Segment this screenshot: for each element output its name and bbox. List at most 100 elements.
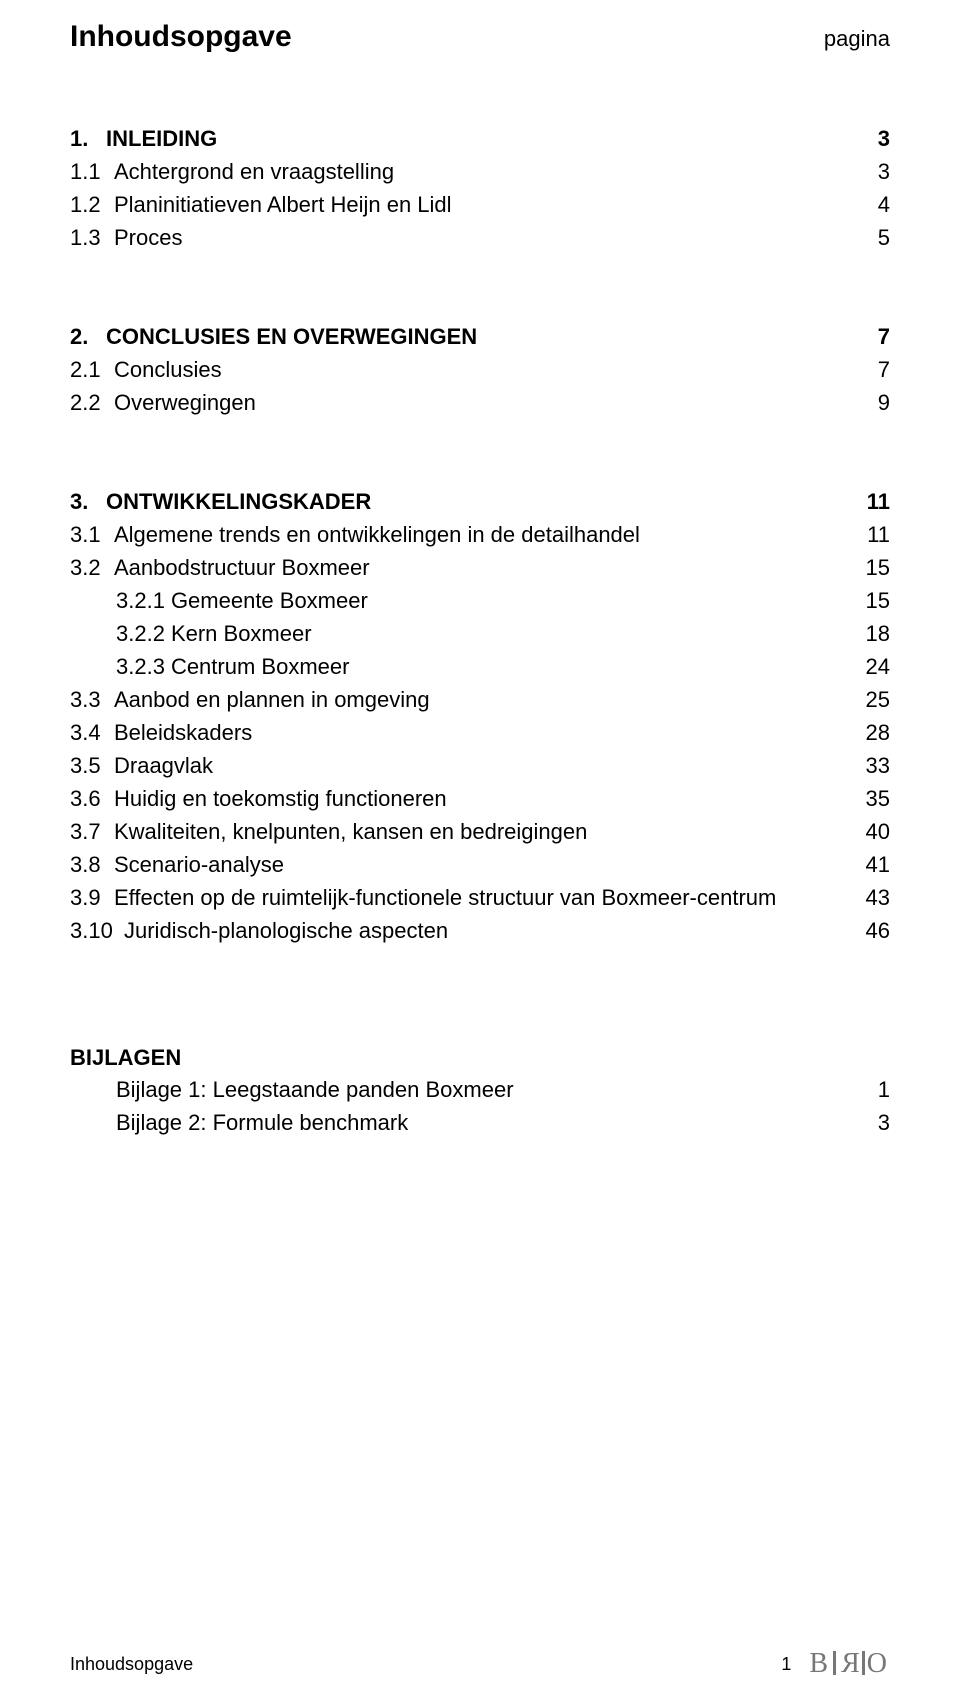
toc-entry-label: Achtergrond en vraagstelling (114, 155, 394, 188)
toc-entry-label: Kwaliteiten, knelpunten, kansen en bedre… (114, 815, 587, 848)
toc-entry-num: 2.2 (70, 386, 108, 419)
logo-sep-icon (862, 1651, 865, 1675)
toc-entry: 2.1 Conclusies 7 (70, 353, 890, 386)
toc-entry-page: 5 (850, 221, 890, 254)
toc-section-1-head: 1. INLEIDING 3 (70, 122, 890, 155)
toc-section-title: CONCLUSIES EN OVERWEGINGEN (106, 320, 477, 353)
bijlage-entry: Bijlage 1: Leegstaande panden Boxmeer 1 (70, 1073, 890, 1106)
toc-entry: 3.2.3 Centrum Boxmeer 24 (70, 650, 890, 683)
bijlage-page: 1 (850, 1073, 890, 1106)
logo-o: O (867, 1648, 890, 1679)
toc-entry-num: 3.9 (70, 881, 108, 914)
toc-entry-label: Conclusies (114, 353, 222, 386)
toc-entry-label: Kern Boxmeer (171, 617, 312, 650)
footer-left-label: Inhoudsopgave (70, 1654, 193, 1675)
toc-entry: 1.1 Achtergrond en vraagstelling 3 (70, 155, 890, 188)
toc-entry-label: Draagvlak (114, 749, 213, 782)
toc-entry-label: Aanbod en plannen in omgeving (114, 683, 430, 716)
footer-page-number: 1 (781, 1654, 791, 1675)
spacer (70, 1013, 890, 1045)
toc-entry-page: 11 (850, 518, 890, 551)
toc-section-page: 11 (850, 485, 890, 518)
toc-entry-num: 3.2.3 (116, 650, 165, 683)
header-right-label: pagina (824, 26, 890, 52)
toc-entry: 2.2 Overwegingen 9 (70, 386, 890, 419)
spacer (70, 947, 890, 1013)
toc-entry: 1.2 Planinitiatieven Albert Heijn en Lid… (70, 188, 890, 221)
toc-entry-page: 41 (850, 848, 890, 881)
toc-entry-label: Beleidskaders (114, 716, 252, 749)
toc-entry-num: 1.1 (70, 155, 108, 188)
toc-entry-page: 18 (850, 617, 890, 650)
bijlagen-title: BIJLAGEN (70, 1045, 890, 1071)
toc-entry-num: 3.2.1 (116, 584, 165, 617)
toc-entry-page: 4 (850, 188, 890, 221)
toc-entry-num: 3.3 (70, 683, 108, 716)
toc-section-page: 3 (850, 122, 890, 155)
spacer (70, 419, 890, 485)
toc-entry-page: 33 (850, 749, 890, 782)
toc-entry-num: 3.2 (70, 551, 108, 584)
toc-entry-page: 9 (850, 386, 890, 419)
toc-entry-page: 7 (850, 353, 890, 386)
toc-entry-num: 3.7 (70, 815, 108, 848)
toc-entry-num: 3.10 (70, 914, 118, 947)
logo-b: B (809, 1648, 831, 1679)
footer-right: 1 BRO (781, 1648, 890, 1680)
toc-entry-page: 3 (850, 155, 890, 188)
toc-entry-page: 24 (850, 650, 890, 683)
logo-sep-icon (833, 1651, 836, 1675)
bijlage-page: 3 (850, 1106, 890, 1139)
spacer (70, 254, 890, 320)
toc-section-title: ONTWIKKELINGSKADER (106, 485, 371, 518)
toc-entry-num: 3.2.2 (116, 617, 165, 650)
toc-entry-label: Proces (114, 221, 182, 254)
bijlage-label: Bijlage 2: Formule benchmark (116, 1106, 408, 1139)
toc-section-num: 1. (70, 122, 100, 155)
toc-entry-label: Overwegingen (114, 386, 256, 419)
toc-entry-page: 15 (850, 584, 890, 617)
toc-section-2-head: 2. CONCLUSIES EN OVERWEGINGEN 7 (70, 320, 890, 353)
toc-entry-num: 1.3 (70, 221, 108, 254)
page-footer: Inhoudsopgave 1 BRO (70, 1648, 890, 1680)
toc-entry: 3.2 Aanbodstructuur Boxmeer 15 (70, 551, 890, 584)
toc-entry-label: Juridisch-planologische aspecten (124, 914, 448, 947)
toc-section-3-head: 3. ONTWIKKELINGSKADER 11 (70, 485, 890, 518)
toc-entry: 1.3 Proces 5 (70, 221, 890, 254)
toc-entry: 3.6 Huidig en toekomstig functioneren 35 (70, 782, 890, 815)
toc-entry: 3.9 Effecten op de ruimtelijk-functionel… (70, 881, 890, 914)
toc-entry-num: 3.8 (70, 848, 108, 881)
toc-section-num: 3. (70, 485, 100, 518)
toc-entry-label: Aanbodstructuur Boxmeer (114, 551, 370, 584)
header-row: Inhoudsopgave pagina (70, 20, 890, 54)
toc-entry-page: 25 (850, 683, 890, 716)
bijlage-label: Bijlage 1: Leegstaande panden Boxmeer (116, 1073, 514, 1106)
page: Inhoudsopgave pagina 1. INLEIDING 3 1.1 … (0, 0, 960, 1708)
toc-entry-label: Gemeente Boxmeer (171, 584, 368, 617)
toc-entry-label: Scenario-analyse (114, 848, 284, 881)
toc-entry: 3.8 Scenario-analyse 41 (70, 848, 890, 881)
toc-entry-label: Huidig en toekomstig functioneren (114, 782, 447, 815)
toc-entry: 3.1 Algemene trends en ontwikkelingen in… (70, 518, 890, 551)
toc-entry: 3.3 Aanbod en plannen in omgeving 25 (70, 683, 890, 716)
toc-entry-num: 3.4 (70, 716, 108, 749)
toc-entry-num: 3.6 (70, 782, 108, 815)
toc-entry-num: 3.5 (70, 749, 108, 782)
toc-entry-label: Planinitiatieven Albert Heijn en Lidl (114, 188, 452, 221)
toc-entry-num: 1.2 (70, 188, 108, 221)
toc-entry-page: 40 (850, 815, 890, 848)
toc-entry: 3.2.2 Kern Boxmeer 18 (70, 617, 890, 650)
page-title: Inhoudsopgave (70, 20, 292, 54)
toc-entry-label: Algemene trends en ontwikkelingen in de … (114, 518, 640, 551)
toc-entry-page: 43 (850, 881, 890, 914)
toc-entry-page: 46 (850, 914, 890, 947)
toc-entry: 3.4 Beleidskaders 28 (70, 716, 890, 749)
toc-entry: 3.2.1 Gemeente Boxmeer 15 (70, 584, 890, 617)
footer-logo: BRO (809, 1648, 890, 1680)
toc-section-title: INLEIDING (106, 122, 217, 155)
toc-entry-page: 35 (850, 782, 890, 815)
toc-section-num: 2. (70, 320, 100, 353)
toc-entry-num: 3.1 (70, 518, 108, 551)
toc-entry-num: 2.1 (70, 353, 108, 386)
toc-entry: 3.5 Draagvlak 33 (70, 749, 890, 782)
